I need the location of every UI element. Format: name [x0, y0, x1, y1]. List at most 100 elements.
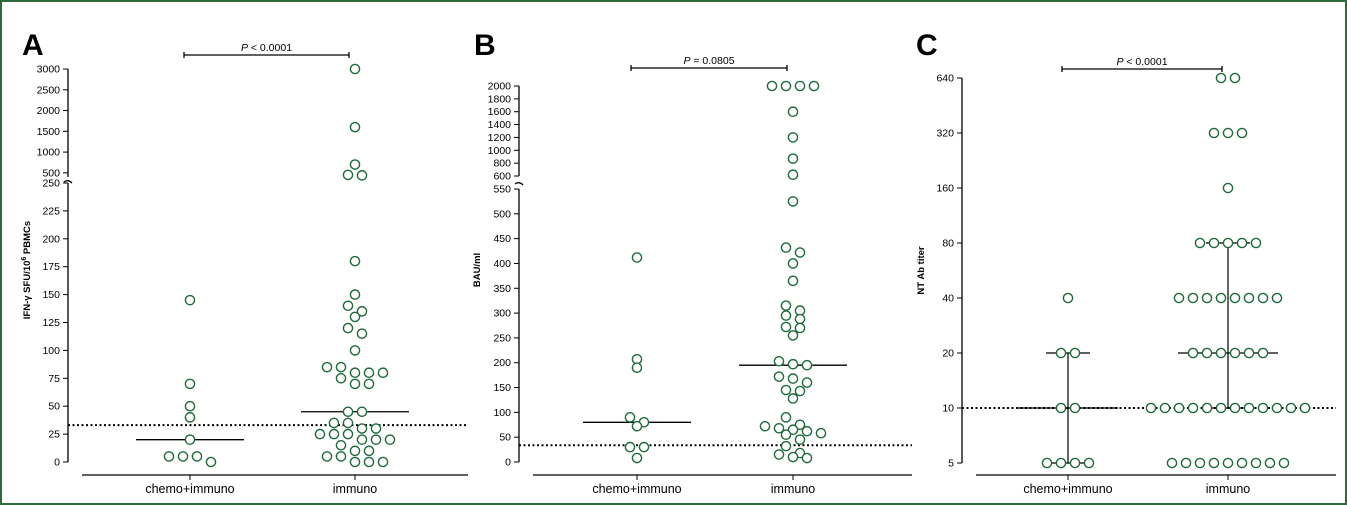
group-immuno: [301, 63, 409, 468]
y-tick-label: 600: [493, 171, 511, 183]
x-category-label: immuno: [333, 482, 378, 496]
data-point: [780, 429, 792, 441]
data-point: [191, 451, 203, 462]
data-point: [349, 367, 361, 379]
y-tick-label: 50: [48, 401, 60, 413]
y-tick-label: 250: [493, 332, 511, 344]
data-point: [1208, 457, 1220, 469]
data-point: [773, 422, 785, 434]
data-point: [363, 378, 375, 390]
data-point: [1264, 457, 1276, 469]
data-point: [1257, 402, 1269, 414]
data-point: [1215, 292, 1227, 304]
data-point: [335, 372, 347, 384]
y-tick-label: 225: [42, 205, 60, 217]
group-chemo-immuno: [136, 294, 244, 468]
data-point: [1243, 347, 1255, 359]
data-point: [184, 434, 196, 445]
data-point: [1229, 292, 1241, 304]
data-point: [1222, 457, 1234, 469]
data-point: [780, 412, 792, 423]
data-point: [780, 310, 792, 321]
data-point: [787, 393, 799, 404]
y-tick-label: 1500: [37, 126, 61, 138]
y-tick-label: 175: [42, 261, 60, 273]
data-point: [184, 378, 196, 390]
y-tick-label: 350: [493, 283, 511, 295]
data-point: [1250, 237, 1262, 249]
y-tick-label: 1600: [488, 106, 512, 118]
data-point: [1229, 402, 1241, 414]
data-point: [1201, 292, 1213, 304]
y-tick-label: 50: [499, 432, 511, 444]
y-axis: 5 10 20 40 80 160 320 640: [936, 73, 963, 470]
data-point: [356, 434, 368, 445]
data-point: [787, 106, 799, 118]
data-point: [356, 306, 368, 317]
data-point: [780, 80, 792, 92]
data-point: [1271, 292, 1283, 304]
x-axis: chemo+immuno immuno: [82, 474, 468, 496]
panel-letter: C: [916, 29, 938, 62]
y-tick-label: 20: [942, 348, 954, 360]
data-point: [184, 400, 196, 412]
y-tick-label: 640: [936, 73, 954, 85]
data-point: [163, 451, 175, 462]
y-tick-label: 200: [493, 357, 511, 369]
data-point: [787, 196, 799, 207]
data-point: [205, 456, 217, 468]
data-point: [1173, 292, 1185, 304]
y-axis-label: IFN-γ SFU/106 PBMCs: [21, 221, 33, 319]
data-point: [1173, 402, 1185, 414]
y-tick-label: 2000: [488, 81, 512, 93]
y-tick-label: 200: [42, 233, 60, 245]
data-point: [363, 445, 375, 457]
y-tick-label: 2000: [37, 105, 61, 117]
data-point: [342, 300, 354, 312]
x-axis: chemo+immuno immuno: [976, 474, 1336, 496]
data-point: [801, 425, 813, 437]
data-point: [370, 434, 382, 445]
data-point: [1257, 292, 1269, 304]
data-point: [1055, 347, 1067, 359]
x-category-label: chemo+immuno: [592, 482, 681, 496]
y-tick-label: 3000: [37, 64, 61, 76]
data-point: [1187, 347, 1199, 359]
p-value-label: P < 0.0001: [1116, 56, 1167, 68]
data-point: [1250, 457, 1262, 469]
y-tick-label: 40: [942, 293, 954, 305]
data-point: [773, 449, 785, 460]
y-tick-label: 320: [936, 128, 954, 140]
data-point: [631, 252, 643, 263]
group-chemo-immuno: [583, 252, 691, 464]
data-point: [1215, 347, 1227, 359]
data-point: [1236, 457, 1248, 469]
data-point: [780, 242, 792, 253]
data-point: [1278, 457, 1290, 469]
data-point: [349, 159, 361, 170]
data-point: [335, 361, 347, 373]
data-point: [314, 428, 326, 440]
data-point: [1243, 292, 1255, 304]
data-point: [1201, 402, 1213, 414]
data-point: [1187, 402, 1199, 414]
data-point: [787, 451, 799, 463]
data-point: [794, 247, 806, 258]
x-category-label: immuno: [1206, 482, 1251, 496]
data-point: [184, 412, 196, 423]
data-point: [1222, 127, 1234, 139]
data-point: [801, 359, 813, 371]
data-point: [766, 80, 778, 92]
data-point: [377, 456, 389, 468]
significance-bracket: P < 0.0001: [1061, 56, 1223, 72]
data-point: [342, 406, 354, 418]
y-tick-label: 1000: [37, 147, 61, 159]
y-tick-label: 100: [42, 345, 60, 357]
data-point: [363, 367, 375, 379]
data-point: [1069, 347, 1081, 359]
data-point: [177, 451, 189, 462]
data-point: [342, 428, 354, 440]
x-category-label: immuno: [771, 482, 816, 496]
data-point: [1208, 237, 1220, 249]
data-point: [794, 434, 806, 445]
